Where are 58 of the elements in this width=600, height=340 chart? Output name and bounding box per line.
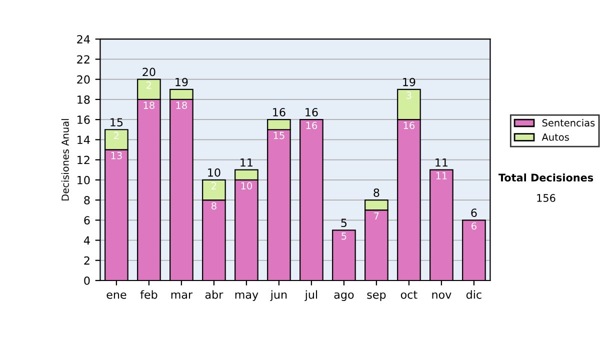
total-label: 10 (208, 168, 220, 177)
data-label: 2 (114, 132, 119, 140)
y-tick-label: 6 (84, 216, 90, 225)
y-tick-label: 14 (78, 136, 90, 144)
y-axis-title: Decisiones Anual (61, 119, 69, 200)
data-label: 2 (146, 82, 152, 89)
data-label: 5 (342, 232, 346, 240)
x-tick-label: may (235, 292, 258, 301)
text: 156 (537, 194, 556, 202)
x-tick-label: ago (334, 292, 354, 301)
total-label: 11 (436, 158, 448, 167)
x-tick-label: feb (140, 290, 158, 299)
x-tick-label: sep (367, 292, 386, 301)
total-label: 19 (176, 78, 188, 86)
y-tick-label: 4 (84, 236, 90, 244)
data-label: 16 (404, 122, 415, 130)
y-tick-label: 12 (78, 156, 90, 164)
x-tick-label: nov (432, 292, 452, 299)
legend-label: Autos (542, 134, 569, 141)
total-label: 16 (306, 108, 318, 116)
data-label: 11 (436, 172, 447, 180)
text: Total Decisiones (498, 173, 594, 182)
y-tick-label: 22 (77, 55, 90, 64)
total-label: 19 (403, 78, 416, 86)
y-tick-label: 10 (78, 176, 90, 184)
data-label: 16 (306, 122, 318, 130)
data-label: 18 (144, 102, 154, 109)
data-label: 10 (241, 182, 252, 190)
data-label: 8 (212, 202, 216, 210)
y-tick-label: 20 (77, 75, 90, 84)
legend-label: Sentencias (542, 118, 595, 127)
data-label: 15 (274, 132, 284, 140)
total-label: 8 (374, 188, 380, 197)
x-tick-label: mar (171, 292, 193, 299)
total-label: 15 (110, 118, 123, 126)
total-label: 20 (142, 68, 156, 76)
data-label: 2 (212, 182, 216, 190)
y-tick-label: 24 (77, 35, 90, 44)
y-tick-label: 0 (84, 276, 90, 285)
x-tick-label: abr (205, 290, 224, 299)
total-label: 5 (341, 218, 347, 228)
total-label: 6 (471, 208, 477, 217)
x-tick-label: ene (106, 292, 126, 299)
y-tick-label: 8 (84, 196, 90, 204)
total-label: 11 (240, 158, 252, 167)
data-label: 6 (472, 222, 476, 230)
y-tick-label: 18 (78, 95, 90, 104)
total-label: 16 (273, 108, 286, 116)
data-label: 13 (111, 152, 122, 160)
data-label: 18 (176, 102, 187, 109)
x-tick-label: jul (304, 290, 318, 301)
data-label: 7 (374, 212, 379, 220)
y-tick-label: 16 (78, 116, 90, 124)
x-tick-label: oct (400, 290, 418, 299)
x-tick-label: jun (270, 290, 287, 301)
y-tick-label: 2 (84, 256, 90, 265)
x-tick-label: dic (466, 290, 482, 299)
data-label: 3 (406, 92, 412, 99)
